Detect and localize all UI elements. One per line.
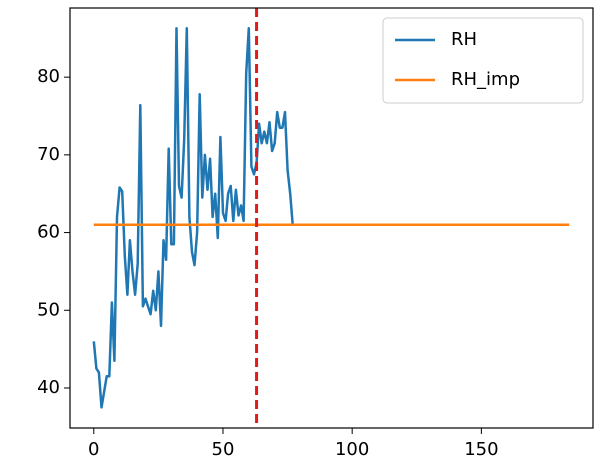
y-tick-label: 40 xyxy=(37,377,60,398)
x-tick-label: 100 xyxy=(335,439,369,460)
legend-label: RH_imp xyxy=(451,69,520,90)
legend-label: RH xyxy=(451,29,477,50)
line xyxy=(92,26,294,409)
y-tick-label: 80 xyxy=(37,66,60,87)
x-tick-label: 0 xyxy=(88,439,99,460)
legend xyxy=(382,17,584,104)
plot-frame xyxy=(69,7,594,429)
y-tick-label: 70 xyxy=(37,144,60,165)
x-tick-label: 50 xyxy=(212,439,235,460)
y-tick-label: 60 xyxy=(37,222,60,243)
x-tick-label: 150 xyxy=(464,439,498,460)
y-tick-label: 50 xyxy=(37,299,60,320)
